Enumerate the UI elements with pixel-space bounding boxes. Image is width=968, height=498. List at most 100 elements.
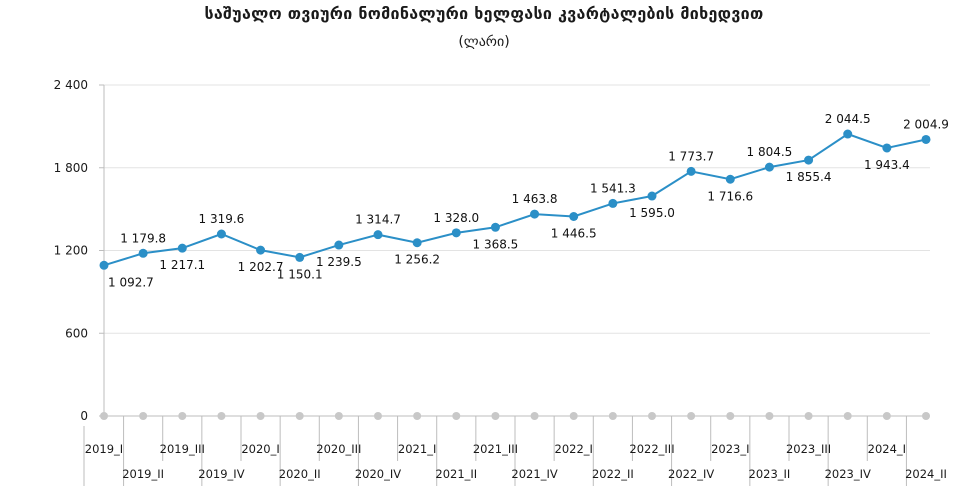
data-label: 1 314.7 [355, 213, 401, 227]
data-point [686, 166, 696, 176]
data-point [99, 260, 109, 270]
x-tick-label: 2020_III [316, 442, 361, 456]
baseline-marker [608, 412, 617, 420]
baseline-marker [648, 412, 656, 420]
data-point [412, 238, 422, 248]
axes [83, 84, 930, 486]
data-label: 1 943.4 [864, 158, 910, 172]
data-label: 1 150.1 [277, 267, 323, 281]
y-tick-label: 1 800 [54, 161, 88, 175]
baseline-marker [100, 412, 108, 420]
baseline-marker [843, 412, 852, 420]
data-label: 1 716.6 [707, 189, 753, 203]
baseline-marker [687, 412, 696, 420]
data-point [295, 252, 305, 262]
chart-subtitle: (ლარი) [458, 34, 510, 50]
y-tick-label: 600 [65, 326, 88, 340]
data-point [921, 134, 931, 144]
y-axis-tick-labels: 0 600 1 200 1 800 2 400 [54, 78, 88, 423]
data-point [843, 129, 853, 139]
data-label: 1 368.5 [473, 237, 519, 251]
x-tick-label: 2021_III [473, 442, 518, 456]
y-tick-label: 1 200 [54, 244, 88, 258]
data-point [569, 212, 579, 222]
x-tick-label: 2022_I [555, 442, 593, 456]
x-tick-label: 2020_II [279, 467, 321, 481]
baseline-marker [765, 412, 774, 420]
baseline-marker [178, 412, 187, 420]
baseline-marker [882, 412, 891, 420]
data-point [334, 240, 344, 250]
y-tick-label: 0 [80, 409, 88, 423]
x-tick-label: 2020_IV [355, 467, 401, 481]
x-axis-tick-labels: 2019_I2019_II2019_III2019_IV2020_I2020_I… [85, 442, 947, 481]
baseline-marker [804, 412, 813, 420]
baseline-marker [295, 412, 304, 420]
x-tick-label: 2024_I [868, 442, 906, 456]
data-label: 1 541.3 [590, 181, 636, 195]
baseline-marker [374, 412, 382, 420]
data-label: 1 239.5 [316, 255, 362, 269]
data-label: 1 773.7 [668, 149, 714, 163]
data-point [882, 143, 892, 153]
data-point [490, 222, 500, 232]
baseline-markers [100, 412, 930, 420]
data-label: 1 256.2 [394, 253, 440, 267]
x-tick-label: 2019_I [85, 442, 123, 456]
x-tick-label: 2021_I [398, 442, 436, 456]
data-point [373, 230, 383, 240]
chart-title: საშუალო თვიური ნომინალური ხელფასი კვარტა… [204, 4, 764, 23]
baseline-marker [452, 412, 461, 420]
x-tick-label: 2020_I [241, 442, 279, 456]
data-point [138, 248, 148, 258]
series-layer [99, 129, 931, 270]
data-labels: 1 092.7 1 179.8 1 217.1 1 319.6 1 202.71 150… [108, 112, 949, 289]
x-tick-label: 2019_II [122, 467, 164, 481]
data-point [451, 228, 461, 238]
x-tick-label: 2023_II [749, 467, 791, 481]
baseline-marker [217, 412, 226, 420]
y-tick-label: 2 400 [54, 78, 88, 92]
baseline-marker [491, 412, 500, 420]
data-point [804, 155, 814, 165]
x-tick-label: 2022_IV [668, 467, 714, 481]
data-label: 1 328.0 [433, 211, 479, 225]
data-point [725, 174, 735, 184]
data-label: 1 446.5 [551, 227, 597, 241]
baseline-marker [139, 412, 148, 420]
baseline-marker [413, 412, 422, 420]
baseline-marker [569, 412, 578, 420]
baseline-marker [530, 412, 539, 420]
data-label: 1 202.7 [238, 260, 284, 274]
data-label: 1 463.8 [512, 192, 558, 206]
data-point [530, 209, 540, 219]
x-tick-label: 2023_I [711, 442, 749, 456]
data-label: 1 595.0 [629, 206, 675, 220]
baseline-marker [726, 412, 735, 420]
x-tick-label: 2022_III [629, 442, 674, 456]
x-tick-label: 2019_III [160, 442, 205, 456]
x-tick-label: 2021_II [435, 467, 477, 481]
series-line [103, 132, 927, 267]
data-label: 1 804.5 [747, 145, 793, 159]
data-point [177, 243, 187, 253]
grid-lines [104, 84, 930, 334]
data-label: 2 004.9 [903, 117, 949, 131]
baseline-marker [922, 412, 930, 420]
baseline-marker [334, 412, 343, 420]
baseline-marker [256, 412, 265, 420]
x-tick-label: 2021_IV [511, 467, 557, 481]
x-tick-label: 2023_III [786, 442, 831, 456]
data-point [608, 198, 618, 208]
x-tick-label: 2024_II [905, 467, 947, 481]
x-tick-label: 2022_II [592, 467, 634, 481]
x-tick-label: 2023_IV [825, 467, 871, 481]
data-label: 1 217.1 [159, 258, 205, 272]
data-point [256, 245, 266, 255]
data-label: 2 044.5 [825, 112, 871, 126]
x-tick-label: 2019_IV [198, 467, 244, 481]
data-label: 1 092.7 [108, 275, 154, 289]
data-point [764, 162, 774, 172]
data-point [216, 229, 226, 239]
